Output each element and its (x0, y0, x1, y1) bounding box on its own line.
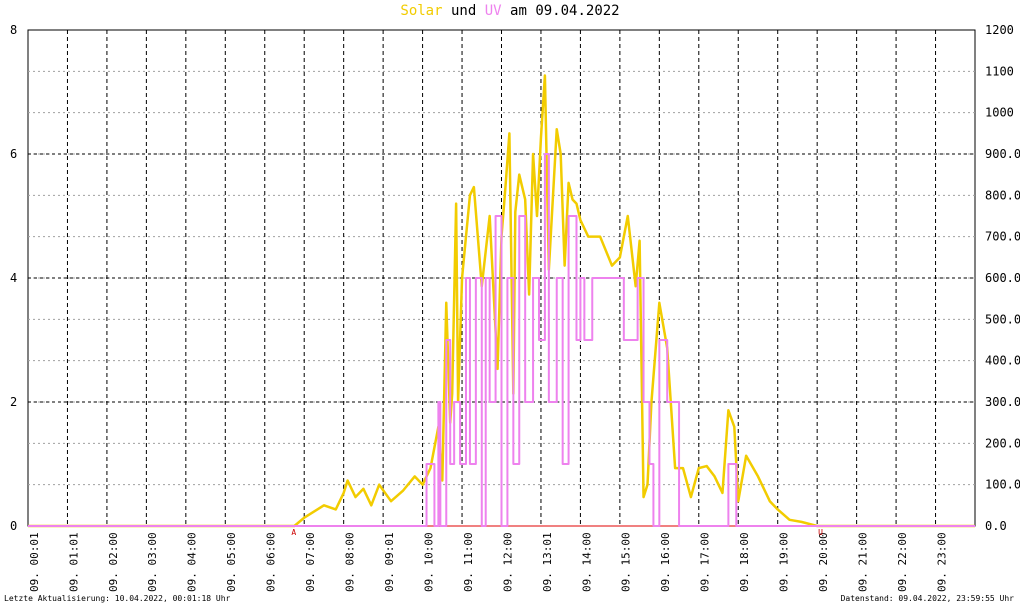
x-tick-label: 09. 08:00 (344, 532, 357, 592)
right-tick-label: 1200 (985, 23, 1014, 37)
x-tick-label: 09. 13:01 (541, 532, 554, 592)
right-tick-label: 200.0 (985, 436, 1020, 450)
x-tick-label: 09. 23:00 (935, 532, 948, 592)
x-tick-label: 09. 07:00 (304, 532, 317, 592)
x-tick-label: 09. 20:00 (817, 532, 830, 592)
data-status-text: Datenstand: 09.04.2022, 23:59:55 Uhr (840, 594, 1014, 603)
left-tick-label: 2 (10, 395, 17, 409)
title-solar: Solar (400, 3, 443, 19)
x-tick-label: 09. 04:00 (186, 532, 199, 592)
x-tick-label: 09. 19:00 (778, 532, 791, 592)
marker-a: A (291, 528, 296, 537)
series-line-solar (28, 74, 975, 528)
right-tick-label: 1100 (985, 64, 1014, 78)
right-tick-label: 400.0 (985, 354, 1020, 368)
x-tick-label: 09. 17:00 (699, 532, 712, 592)
x-tick-label: 09. 15:00 (620, 532, 633, 592)
x-tick-label: 09. 05:00 (225, 532, 238, 592)
x-tick-label: 09. 09:01 (383, 532, 396, 592)
x-tick-label: 09. 12:00 (501, 532, 514, 592)
right-tick-label: 100.0 (985, 478, 1020, 492)
x-tick-label: 09. 21:00 (856, 532, 869, 592)
x-tick-label: 09. 14:00 (580, 532, 593, 592)
last-update-text: Letzte Aktualisierung: 10.04.2022, 00:01… (4, 594, 231, 603)
x-tick-label: 09. 16:00 (659, 532, 672, 592)
x-tick-label: 09. 10:00 (422, 532, 435, 592)
title-und: und (450, 3, 477, 19)
right-tick-label: 1000 (985, 106, 1014, 120)
left-tick-label: 6 (10, 147, 17, 161)
title-date: 09.04.2022 (535, 3, 620, 19)
right-tick-label: 700.0 (985, 230, 1020, 244)
right-tick-label: 500.0 (985, 312, 1020, 326)
left-tick-label: 4 (10, 271, 17, 285)
x-tick-label: 09. 18:00 (738, 532, 751, 592)
x-tick-label: 09. 06:00 (265, 532, 278, 592)
x-tick-label: 09. 22:00 (896, 532, 909, 592)
x-tick-label: 09. 03:00 (146, 532, 159, 592)
title-am: am (510, 3, 527, 19)
left-tick-label: 8 (10, 23, 17, 37)
x-tick-label: 09. 00:01 (28, 532, 41, 592)
right-tick-label: 300.0 (985, 395, 1020, 409)
right-tick-label: 800.0 (985, 188, 1020, 202)
left-tick-label: 0 (10, 519, 17, 533)
right-tick-label: 900.0 (985, 147, 1020, 161)
chart-title: Solar und UV am 09.04.2022 (0, 3, 1020, 19)
title-uv: UV (484, 3, 502, 19)
marker-u: U (818, 528, 823, 537)
x-tick-label: 09. 11:00 (462, 532, 475, 592)
right-tick-label: 600.0 (985, 271, 1020, 285)
x-tick-label: 09. 02:00 (107, 532, 120, 592)
series-line-uv (28, 153, 975, 527)
x-tick-label: 09. 01:01 (67, 532, 80, 592)
right-tick-label: 0.0 (985, 519, 1007, 533)
